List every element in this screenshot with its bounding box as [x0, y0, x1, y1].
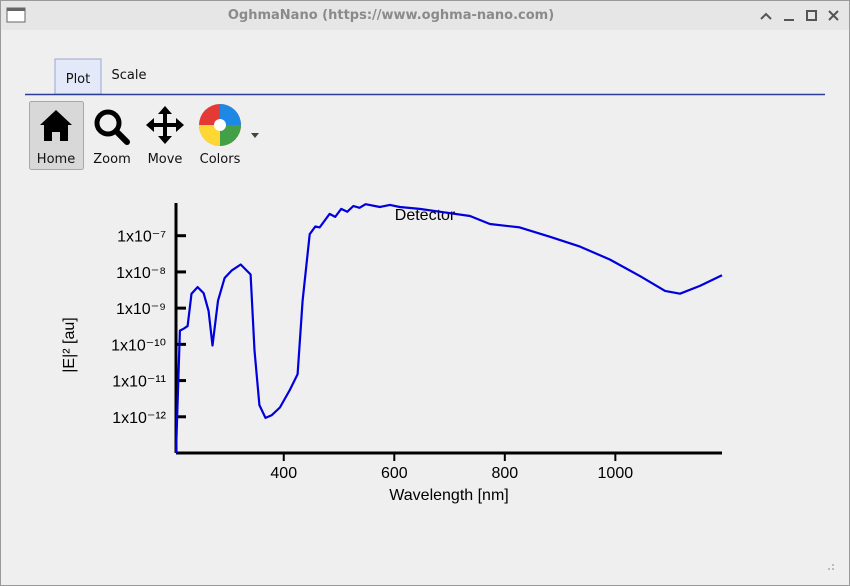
- window-title: OghmaNano (https://www.oghma-nano.com): [228, 8, 554, 23]
- home-button[interactable]: [29, 101, 84, 170]
- colors-icon[interactable]: [199, 104, 241, 146]
- color-wheel-segment: [220, 125, 241, 146]
- data-line: [174, 203, 723, 454]
- zoom-icon[interactable]: [94, 109, 122, 137]
- move-icon[interactable]: [146, 106, 184, 144]
- app-icon-bar: [7, 8, 25, 11]
- shade-button[interactable]: [760, 12, 772, 20]
- tab-label[interactable]: Plot: [66, 72, 91, 87]
- x-tick-label: 400: [270, 465, 297, 482]
- x-axis-label: Wavelength [nm]: [389, 487, 508, 504]
- y-axis-label: |E|² [au]: [61, 317, 78, 372]
- x-tick-label: 1000: [598, 465, 634, 482]
- close-button[interactable]: [828, 10, 839, 21]
- x-tick-label: 600: [381, 465, 408, 482]
- home-icon: [40, 110, 72, 141]
- toolbar-label[interactable]: Zoom: [93, 152, 130, 167]
- y-tick-label: 1x10⁻¹²: [112, 410, 166, 427]
- plot: Detector Wavelength [nm] |E|² [au] 1x10⁻…: [61, 203, 723, 504]
- grip-dot: [832, 564, 834, 566]
- y-tick-label: 1x10⁻⁸: [116, 265, 166, 282]
- color-wheel-segment: [220, 104, 241, 125]
- y-tick-label: 1x10⁻¹¹: [112, 374, 166, 391]
- tab-label[interactable]: Scale: [112, 68, 147, 83]
- y-tick-label: 1x10⁻¹⁰: [111, 337, 166, 354]
- y-tick-label: 1x10⁻⁹: [116, 301, 166, 318]
- dropdown-arrow[interactable]: [251, 133, 259, 138]
- zoom-icon-handle: [113, 128, 130, 145]
- grip-dot: [832, 568, 834, 570]
- color-wheel-center: [214, 119, 226, 131]
- x-tick-label: 800: [491, 465, 518, 482]
- toolbar-label[interactable]: Home: [37, 152, 75, 167]
- grip-dot: [828, 568, 830, 570]
- toolbar-label[interactable]: Move: [148, 152, 183, 167]
- maximize-button[interactable]: [806, 10, 817, 21]
- toolbar-label[interactable]: Colors: [200, 152, 241, 167]
- title-bar: [1, 1, 849, 30]
- tab-active[interactable]: [54, 58, 102, 95]
- resize-grip[interactable]: [828, 564, 834, 570]
- color-wheel-segment: [199, 125, 220, 146]
- y-tick-label: 1x10⁻⁷: [117, 229, 166, 246]
